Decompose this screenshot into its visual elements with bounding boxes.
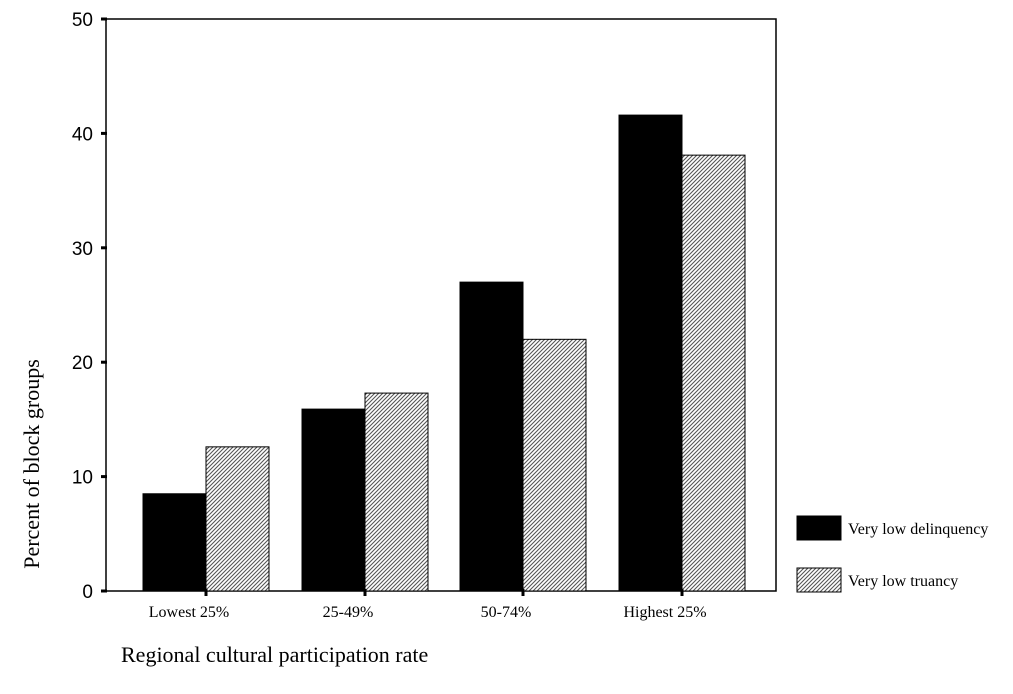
bar-very-low-delinquency [301,408,366,592]
y-axis-title: Percent of block groups [19,359,44,569]
y-axis: 0 10 20 30 40 50 [72,10,107,603]
x-axis: Lowest 25% 25-49% 50-74% Highest 25% [149,589,707,621]
x-axis-title: Regional cultural participation rate [121,642,428,667]
y-tick-label: 50 [72,10,93,31]
y-tick-label: 20 [72,353,93,374]
bars [142,114,746,592]
x-tick-label: 25-49% [323,604,374,621]
x-tick-label: Highest 25% [623,604,706,621]
legend-label: Very low truancy [848,573,958,590]
x-tick-label: 50-74% [481,604,532,621]
legend-swatch-truancy [796,567,842,593]
bar-very-low-delinquency [459,281,524,592]
legend: Very low delinquency Very low truancy [796,515,988,593]
plot-frame [105,18,777,592]
y-tick-label: 0 [82,582,93,603]
legend-label: Very low delinquency [848,521,988,538]
y-tick-label: 40 [72,124,93,145]
bar-very-low-truancy [522,338,587,592]
bar-very-low-truancy [205,446,270,592]
y-tick-label: 10 [72,468,93,489]
legend-swatch-delinquency [796,515,842,541]
bar-very-low-delinquency [142,493,207,592]
x-tick-label: Lowest 25% [149,604,229,621]
y-tick-label: 30 [72,239,93,260]
bar-very-low-delinquency [618,114,683,592]
bar-very-low-truancy [364,392,429,592]
bar-very-low-truancy [681,154,746,592]
